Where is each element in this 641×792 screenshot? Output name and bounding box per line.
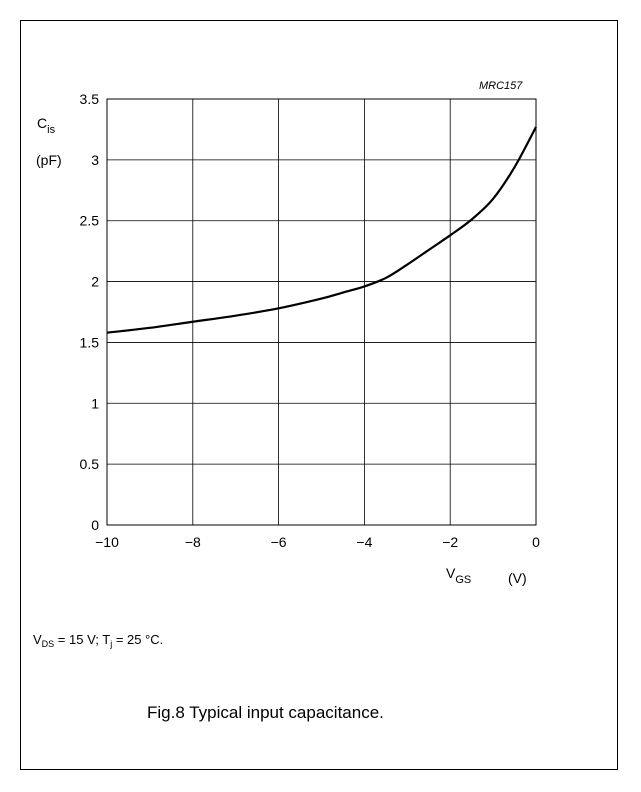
x-axis-label-main: V	[446, 565, 456, 581]
x-axis-label: VGS	[446, 565, 471, 586]
y-tick-label: 3.5	[80, 91, 100, 107]
grid-layer	[106, 98, 537, 526]
figure-code: MRC157	[479, 80, 523, 92]
y-tick-label: 2.5	[80, 213, 100, 229]
x-tick-label: −8	[185, 534, 201, 550]
x-tick-label: −4	[356, 534, 372, 550]
y-tick-label: 2	[91, 274, 99, 290]
y-tick-label: 3	[91, 152, 99, 168]
tick-layer: −10 −8 −6 −4 −2 0 0 0.5 1 1.5 2 2.5 3 3.5	[80, 91, 541, 550]
plot-area	[106, 98, 537, 526]
x-axis-label-sub: GS	[455, 574, 472, 586]
x-tick-label: −6	[271, 534, 287, 550]
y-tick-label: 1	[91, 395, 99, 411]
figure-caption: Fig.8 Typical input capacitance.	[147, 703, 384, 722]
tj-subscript: j	[110, 639, 113, 649]
vds-value: = 15 V; T	[54, 632, 111, 647]
x-tick-label: −2	[442, 534, 458, 550]
x-tick-label: 0	[532, 534, 540, 550]
y-axis-unit: (pF)	[36, 152, 62, 168]
y-tick-label: 1.5	[80, 334, 100, 350]
series-layer	[106, 126, 537, 334]
y-tick-label: 0	[91, 517, 99, 533]
y-axis-label-main: C	[37, 115, 48, 131]
y-axis-label: Cis	[37, 115, 55, 136]
vds-subscript: DS	[41, 639, 55, 649]
figure-frame	[20, 20, 618, 770]
y-axis-label-sub: is	[47, 124, 56, 136]
test-conditions: VDS = 15 V; Tj = 25 °C.	[33, 632, 164, 649]
capacitance-curve	[106, 126, 537, 334]
y-tick-label: 0.5	[80, 456, 100, 472]
x-axis-unit: (V)	[508, 570, 527, 586]
x-tick-label: −10	[95, 534, 119, 550]
tj-value: = 25 °C.	[112, 632, 164, 647]
vds-symbol: V	[33, 632, 42, 647]
